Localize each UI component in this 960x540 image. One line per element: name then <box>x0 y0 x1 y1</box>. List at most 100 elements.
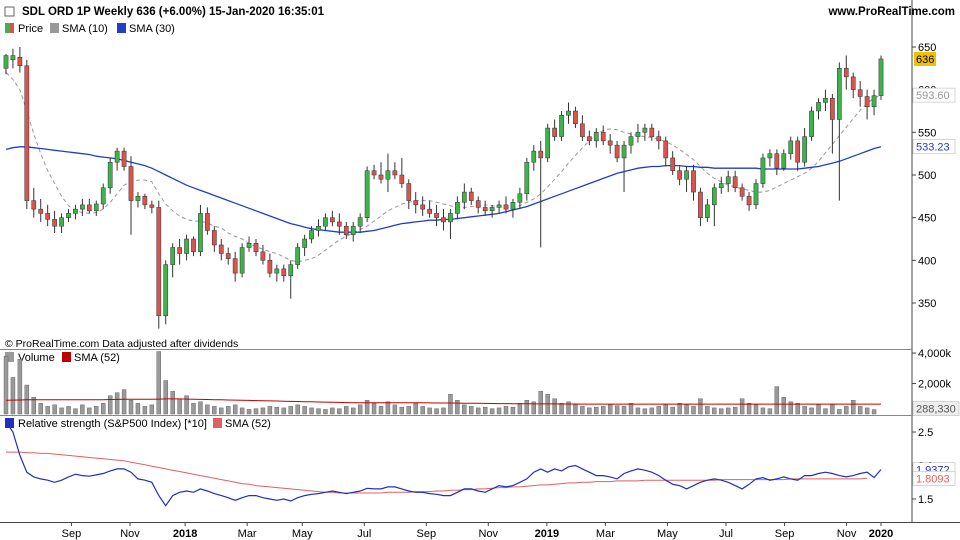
price-tick-label: 500 <box>918 170 936 182</box>
volume-bar <box>531 401 536 415</box>
candle-body <box>218 244 224 254</box>
volume-bar <box>524 400 530 415</box>
candle-body <box>802 136 807 163</box>
candle-body <box>114 150 120 163</box>
volume-bar <box>31 397 36 415</box>
volume-bar <box>309 407 314 415</box>
legend-price-label[interactable]: Price <box>18 23 43 35</box>
rs-line <box>5 421 882 507</box>
chart-menu-icon[interactable] <box>4 6 15 17</box>
volume-bar <box>420 406 425 415</box>
volume-bar <box>364 400 370 415</box>
legend-volume-sma-label[interactable]: SMA (52) <box>74 352 120 364</box>
candle-body <box>468 191 474 201</box>
volume-bar <box>399 406 405 415</box>
candle-body <box>850 76 856 90</box>
candle-body <box>816 102 821 112</box>
volume-bar <box>496 407 502 415</box>
candle-body <box>760 157 766 184</box>
candle-body <box>830 97 835 120</box>
candle-body <box>531 150 537 163</box>
legend-rs-sma-label[interactable]: SMA (52) <box>225 418 271 430</box>
volume-bar <box>837 409 842 415</box>
volume-bar <box>281 407 286 415</box>
candle-body <box>177 247 182 254</box>
candles-layer <box>3 47 884 329</box>
time-tick-label: Jul <box>357 528 371 540</box>
volume-bar <box>739 398 745 415</box>
volume-bar <box>857 406 863 415</box>
volume-bar <box>392 404 398 415</box>
candle-body <box>156 207 162 317</box>
candle-body <box>593 132 599 142</box>
candle-body <box>80 204 85 210</box>
rs-value-label: 1.8093 <box>916 473 950 485</box>
candle-body <box>691 170 696 193</box>
time-tick-label: 2018 <box>173 528 197 540</box>
candle-body <box>503 204 509 210</box>
time-tick-label: 2020 <box>869 528 893 540</box>
legend-volume-label[interactable]: Volume <box>18 352 55 364</box>
site-label[interactable]: www.ProRealTime.com <box>827 6 955 18</box>
candle-body <box>24 65 30 201</box>
volume-bar <box>635 407 641 415</box>
candle-body <box>364 170 370 218</box>
volume-bar <box>698 398 703 415</box>
volume-sma-line <box>5 398 881 405</box>
candle-body <box>253 243 259 253</box>
volume-bar <box>323 409 328 415</box>
candle-body <box>45 213 51 220</box>
price-tick-label: 400 <box>918 255 936 267</box>
candle-body <box>149 204 155 208</box>
volume-bar <box>614 405 620 415</box>
sma-value-label: 533.23 <box>916 142 950 154</box>
candle-body <box>448 213 453 223</box>
candle-body <box>656 136 662 142</box>
volume-bar <box>726 407 731 415</box>
volume-bar <box>107 395 113 415</box>
sma-value-label: 593.60 <box>916 90 950 102</box>
sma-value-tag <box>912 139 956 154</box>
volume-bar <box>267 406 273 415</box>
volume-bar <box>156 351 161 415</box>
volume-bar <box>802 406 807 415</box>
candle-body <box>628 136 634 146</box>
volume-bar <box>344 406 349 415</box>
candle-body <box>121 150 127 167</box>
volume-bar <box>746 403 752 415</box>
volume-bar <box>427 407 432 415</box>
legend-rs-label[interactable]: Relative strength (S&P500 Index) [*10] <box>18 418 207 430</box>
volume-bar <box>538 390 543 415</box>
candle-body <box>73 208 78 214</box>
volume-bar <box>3 355 9 415</box>
candle-body <box>246 243 252 248</box>
volume-bar <box>656 406 661 415</box>
volume-bar <box>816 404 821 415</box>
candle-body <box>38 208 44 214</box>
candle-body <box>295 247 301 265</box>
volume-bar <box>378 406 384 415</box>
legend-sma30-label[interactable]: SMA (30) <box>129 23 175 35</box>
candle-body <box>621 144 627 159</box>
volume-bar <box>712 407 717 415</box>
candle-body <box>371 170 377 176</box>
candle-body <box>350 225 356 235</box>
candle-body <box>878 58 884 96</box>
candle-body <box>392 170 398 176</box>
volume-bar <box>489 408 495 415</box>
volume-bar <box>719 408 724 415</box>
candle-body <box>357 217 363 227</box>
volume-bar <box>274 406 280 415</box>
legend-volume-icon <box>5 352 14 362</box>
candle-body <box>135 196 141 201</box>
volume-bar <box>226 406 231 415</box>
volume-bar <box>753 404 759 415</box>
candle-body <box>857 89 863 97</box>
candle-body <box>670 157 676 171</box>
legend-sma10-label[interactable]: SMA (10) <box>62 23 108 35</box>
volume-bar <box>649 407 655 415</box>
volume-bar <box>788 401 793 415</box>
candle-body <box>413 200 419 206</box>
volume-bar <box>566 401 571 415</box>
